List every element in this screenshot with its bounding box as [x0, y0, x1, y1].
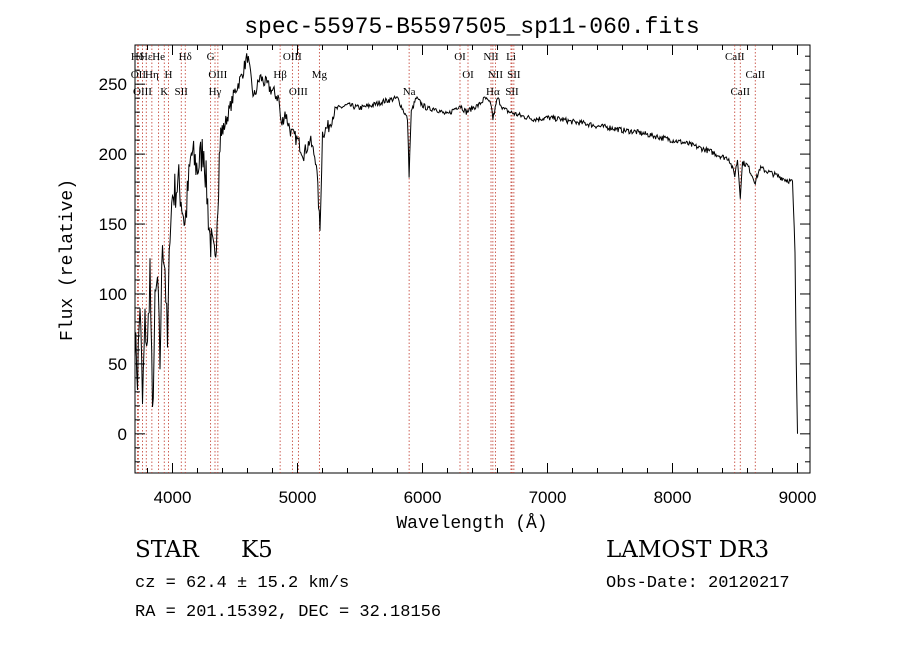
observation-date: Obs-Date: 20120217	[606, 574, 790, 593]
object-class: STAR	[135, 537, 199, 563]
line-label: Hδ	[131, 51, 144, 63]
line-label: Hγ	[209, 86, 222, 98]
x-tick-label: 8000	[654, 488, 692, 507]
line-label: OII	[131, 69, 147, 81]
line-label: H	[165, 69, 173, 81]
line-label: Hα	[486, 86, 500, 98]
line-label: OI	[462, 69, 474, 81]
spectral-line-labels: HδOIIOIIIHεHηKHeHSIIHδOIIIHγGHβOIIIOIIIM…	[131, 51, 766, 98]
line-label: SII	[507, 69, 521, 81]
line-label: OIII	[289, 86, 308, 98]
line-label: OI	[454, 51, 466, 63]
line-label: Hβ	[273, 69, 287, 81]
x-tick-label: 9000	[779, 488, 817, 507]
survey-name: LAMOST DR3	[606, 537, 770, 563]
line-label: Mg	[312, 69, 328, 81]
line-label: NII	[483, 51, 499, 63]
line-label: Na	[403, 86, 416, 98]
y-tick-label: 250	[99, 75, 127, 94]
line-label: Hδ	[179, 51, 192, 63]
x-tick-label: 7000	[529, 488, 567, 507]
y-tick-label: 50	[108, 355, 127, 374]
x-tick-label: 4000	[154, 488, 192, 507]
line-label: Li	[506, 51, 516, 63]
object-subclass: K5	[241, 537, 273, 563]
chart-title: spec-55975-B5597505_sp11-060.fits	[244, 14, 699, 40]
y-tick-label: 150	[99, 215, 127, 234]
coordinates: RA = 201.15392, DEC = 32.18156	[135, 603, 442, 622]
line-label: NII	[488, 69, 504, 81]
line-label: Hη	[145, 69, 159, 81]
line-label: SII	[505, 86, 519, 98]
x-tick-label: 5000	[279, 488, 317, 507]
line-label: G	[207, 51, 215, 63]
y-tick-label: 0	[118, 425, 127, 444]
line-label: OIII	[133, 86, 152, 98]
line-label: K	[160, 86, 168, 98]
line-label: CaII	[745, 69, 765, 81]
y-axis-ticks: 0 50 100 150 200 250	[99, 55, 810, 463]
radial-velocity: cz = 62.4 ± 15.2 km/s	[135, 574, 350, 593]
line-label: Hε	[140, 51, 153, 63]
line-label: SII	[175, 86, 189, 98]
y-tick-label: 100	[99, 285, 127, 304]
y-tick-label: 200	[99, 145, 127, 164]
line-label: He	[152, 51, 165, 63]
x-axis-ticks: 4000 5000 6000 7000 8000 9000	[147, 45, 817, 507]
line-label: OIII	[208, 69, 227, 81]
line-label: CaII	[730, 86, 750, 98]
spectrum-series-line	[134, 53, 798, 434]
spectral-line-markers	[137, 45, 756, 473]
line-label: CaII	[725, 51, 745, 63]
x-tick-label: 6000	[404, 488, 442, 507]
y-axis-label: Flux (relative)	[58, 179, 78, 341]
x-axis-label: Wavelength (Å)	[396, 513, 547, 534]
line-label: OIII	[283, 51, 302, 63]
